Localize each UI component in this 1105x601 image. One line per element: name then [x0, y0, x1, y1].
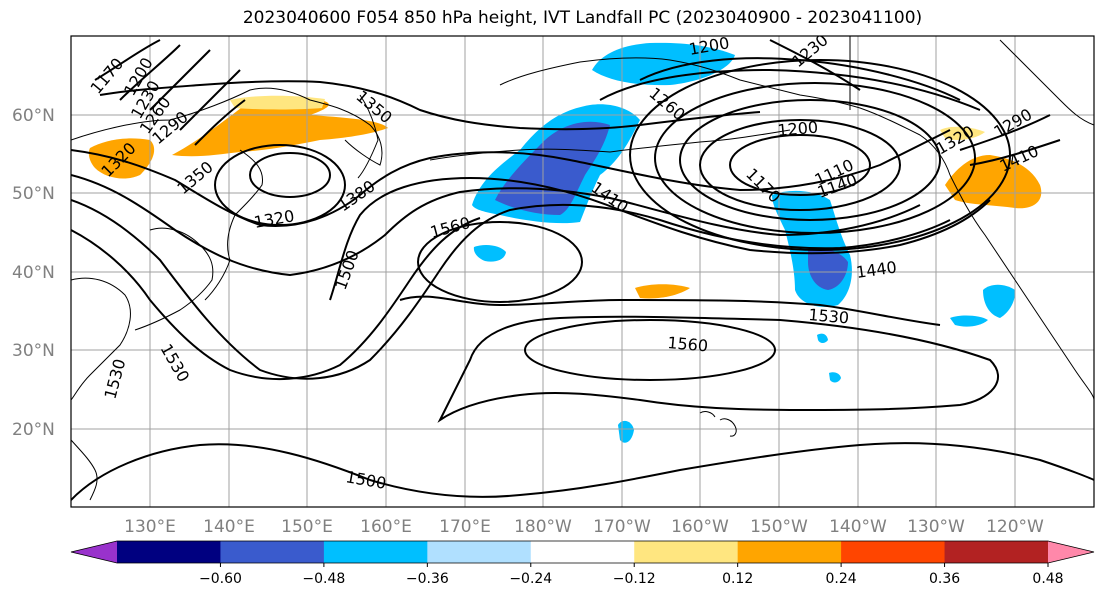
- contour-label: 1200: [777, 118, 819, 140]
- colorbar-segment: [427, 541, 532, 563]
- colorbar-segment: [944, 541, 1049, 563]
- colorbar-segment: [530, 541, 635, 563]
- ivt-negative-core-central: [495, 121, 610, 215]
- colorbar-segment: [841, 541, 946, 563]
- colorbar-tick-label: −0.48: [302, 571, 345, 587]
- ivt-positive-region-coast: [945, 155, 1042, 209]
- colorbar: −0.60 −0.48 −0.36 −0.24 −0.12 0.12 0.24 0.36 0.4…: [70, 540, 1095, 587]
- colorbar-tick-label: −0.12: [613, 571, 656, 587]
- lat-label: 20°N: [12, 420, 55, 440]
- lon-label: 170°W: [593, 517, 651, 537]
- map-frame: [70, 35, 1095, 508]
- colorbar-extend-max: [1048, 541, 1094, 563]
- ivt-negative-region-bering: [592, 42, 735, 86]
- height-contours: [71, 39, 1094, 501]
- contour-label: 1530: [808, 305, 850, 327]
- colorbar-outline: [70, 540, 1095, 564]
- colorbar-segment: [117, 541, 221, 563]
- colorbar-segment: [220, 541, 325, 563]
- lon-label: 130°W: [907, 517, 965, 537]
- graticule: [71, 36, 1094, 507]
- ivt-negative-core-northeast: [808, 248, 848, 290]
- lon-label: 140°W: [829, 517, 887, 537]
- contour-label: 1200: [687, 33, 730, 59]
- lon-label: 120°W: [986, 517, 1044, 537]
- lon-label: 160°E: [360, 517, 412, 537]
- lon-label: 170°E: [439, 517, 491, 537]
- colorbar-segment: [634, 541, 739, 563]
- latitude-labels: 60°N 50°N 40°N 30°N 20°N: [12, 106, 55, 440]
- colorbar-tick-label: 0.12: [722, 571, 753, 587]
- lon-label: 140°E: [203, 517, 255, 537]
- colorbar-segment: [737, 541, 842, 563]
- longitude-labels: 130°E 140°E 150°E 160°E 170°E 180°W 170°…: [124, 517, 1044, 537]
- colorbar-tick-label: −0.24: [509, 571, 552, 587]
- map-title: 2023040600 F054 850 hPa height, IVT Land…: [242, 8, 923, 28]
- lon-label: 180°W: [514, 517, 572, 537]
- lat-label: 30°N: [12, 341, 55, 361]
- lon-label: 150°W: [750, 517, 808, 537]
- colorbar-tick-label: −0.60: [199, 571, 242, 587]
- lat-label: 50°N: [12, 184, 55, 204]
- colorbar-tick-label: 0.48: [1032, 571, 1063, 587]
- lon-label: 160°W: [671, 517, 729, 537]
- colorbar-tick-label: 0.24: [826, 571, 857, 587]
- lon-label: 130°E: [124, 517, 176, 537]
- ivt-positive-region-japan: [88, 138, 155, 179]
- colorbar-tick-label: 0.36: [929, 571, 960, 587]
- colorbar-tick-label: −0.36: [406, 571, 449, 587]
- colorbar-segment: [323, 541, 428, 563]
- colorbar-extend-min: [71, 541, 117, 563]
- lat-label: 40°N: [12, 263, 55, 283]
- lat-label: 60°N: [12, 106, 55, 126]
- ivt-positive-region-kamchatka: [172, 97, 388, 157]
- lon-label: 150°E: [281, 517, 333, 537]
- contour-label: 1560: [667, 333, 709, 355]
